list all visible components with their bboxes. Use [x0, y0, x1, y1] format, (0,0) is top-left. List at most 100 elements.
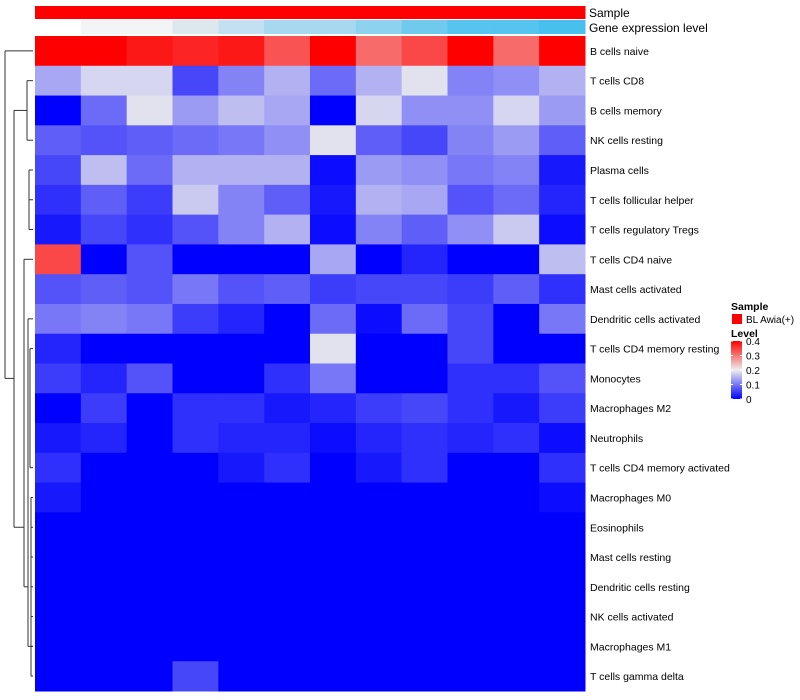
heatmap-cell: [172, 661, 219, 692]
row-label: Plasma cells: [590, 165, 649, 177]
legend-sample-swatch: [732, 314, 742, 324]
heatmap-cell: [80, 125, 128, 156]
legend-tick-label: 0: [746, 395, 752, 406]
heatmap-cell: [218, 363, 265, 394]
heatmap-cell: [218, 601, 265, 632]
heatmap-cell: [310, 512, 357, 543]
heatmap-cell: [264, 661, 311, 692]
heatmap-cell: [35, 303, 82, 335]
row-label: Eosinophils: [590, 522, 644, 534]
heatmap-cell: [35, 631, 82, 662]
heatmap-cell: [539, 333, 586, 364]
heatmap-cell: [310, 244, 357, 275]
heatmap-cell: [401, 601, 448, 632]
heatmap-cell: [126, 65, 173, 97]
heatmap-cell: [172, 482, 219, 513]
heatmap-cell: [493, 452, 540, 484]
row-label: Monocytes: [590, 373, 641, 385]
heatmap-cell: [35, 65, 82, 97]
heatmap-cell: [447, 423, 494, 454]
heatmap-cell: [35, 244, 82, 275]
heatmap-cell: [218, 661, 265, 692]
heatmap-cell: [35, 184, 82, 216]
heatmap-cell: [355, 393, 403, 424]
heatmap-cell: [35, 542, 82, 573]
heatmap-cell: [264, 631, 311, 662]
heatmap-cell: [264, 274, 311, 305]
gene-level-annotation-cell: [218, 20, 265, 34]
heatmap-cell: [355, 482, 403, 513]
heatmap-cell: [264, 423, 311, 454]
heatmap-cell: [80, 631, 128, 662]
heatmap-cell: [493, 95, 540, 126]
heatmap-cell: [218, 512, 265, 543]
gene-level-annotation-cell: [447, 20, 494, 34]
heatmap-cell: [264, 482, 311, 513]
gene-level-annotation-cell: [80, 20, 128, 34]
heatmap-cell: [35, 333, 82, 364]
heatmap-cell: [355, 631, 403, 662]
heatmap-cell: [35, 363, 82, 394]
heatmap-cell: [264, 512, 311, 543]
heatmap-cell: [539, 512, 586, 543]
heatmap-cell: [35, 423, 82, 454]
heatmap-cell: [310, 601, 357, 632]
heatmap-cell: [539, 274, 586, 305]
heatmap-cell: [80, 36, 128, 67]
heatmap-cell: [172, 95, 219, 126]
heatmap-cell: [172, 274, 219, 305]
heatmap-cell: [35, 452, 82, 484]
heatmap-cell: [172, 601, 219, 632]
row-label: B cells memory: [590, 105, 663, 117]
heatmap-cell: [172, 631, 219, 662]
heatmap-cell: [447, 214, 494, 245]
heatmap-cell: [401, 482, 448, 513]
heatmap-cell: [80, 65, 128, 97]
heatmap-cell: [126, 661, 173, 692]
heatmap-cell: [447, 155, 494, 186]
heatmap-cell: [80, 303, 128, 335]
heatmap-cell: [355, 184, 403, 216]
heatmap-cell: [401, 393, 448, 424]
heatmap-cell: [218, 303, 265, 335]
gene-level-annotation-cell: [310, 20, 357, 34]
heatmap-cell: [172, 571, 219, 603]
heatmap-cell: [310, 363, 357, 394]
heatmap-cell: [218, 244, 265, 275]
heatmap-cell: [401, 333, 448, 364]
heatmap-cell: [447, 482, 494, 513]
heatmap-cell: [35, 155, 82, 186]
heatmap-cell: [264, 393, 311, 424]
heatmap-cell: [172, 363, 219, 394]
heatmap-cell: [80, 512, 128, 543]
heatmap-cell: [355, 125, 403, 156]
heatmap-cell: [35, 571, 82, 603]
heatmap-cell: [539, 36, 586, 67]
heatmap-cell: [218, 542, 265, 573]
heatmap-cell: [447, 65, 494, 97]
gene-track-label: Gene expression level: [589, 21, 708, 35]
heatmap-cell: [218, 274, 265, 305]
gene-level-annotation-cell: [126, 20, 173, 34]
heatmap-cell: [401, 423, 448, 454]
heatmap-cell: [401, 363, 448, 394]
heatmap-cell: [493, 542, 540, 573]
heatmap-cell: [401, 571, 448, 603]
heatmap-cell: [35, 95, 82, 126]
heatmap-cell: [80, 214, 128, 245]
heatmap-cell: [264, 244, 311, 275]
heatmap-cell: [80, 601, 128, 632]
heatmap-cell: [35, 393, 82, 424]
heatmap-cell: [355, 512, 403, 543]
heatmap-cell: [218, 95, 265, 126]
heatmap-cell: [539, 65, 586, 97]
heatmap-cell: [35, 482, 82, 513]
heatmap-cell: [447, 393, 494, 424]
heatmap-cell: [126, 125, 173, 156]
heatmap-cell: [126, 393, 173, 424]
heatmap-cell: [447, 512, 494, 543]
row-label: Macrophages M2: [590, 403, 671, 415]
heatmap-cell: [126, 631, 173, 662]
heatmap-cell: [218, 571, 265, 603]
heatmap-cell: [126, 512, 173, 543]
